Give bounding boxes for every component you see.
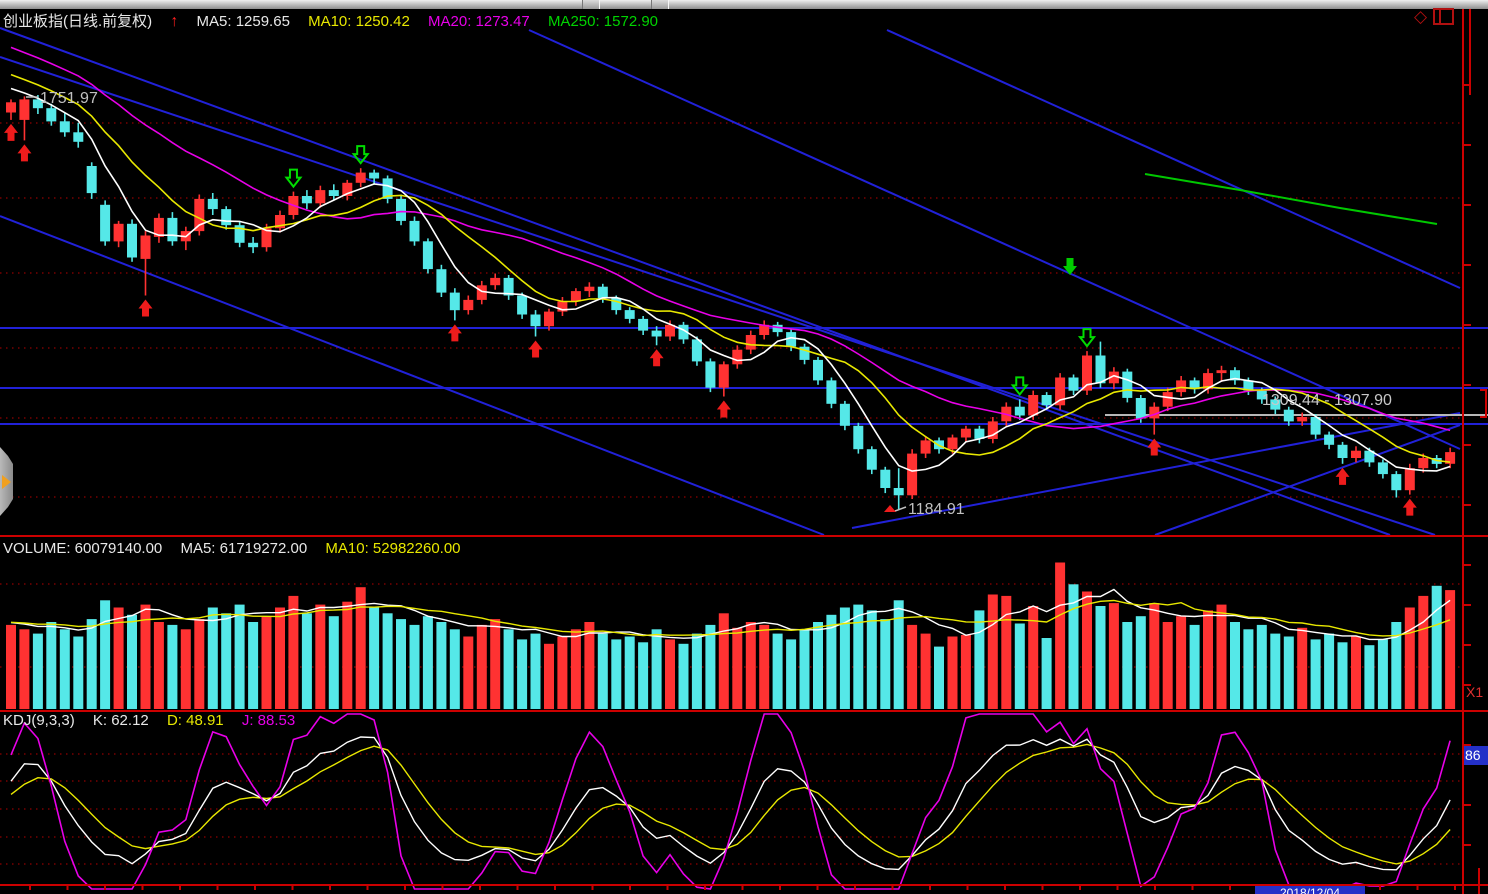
diamond-icon[interactable]: ◇ [1414, 7, 1428, 26]
svg-text:1309.44 - 1307.90: 1309.44 - 1307.90 [1262, 392, 1392, 409]
ma20-value: MA20: 1273.47 [428, 13, 530, 30]
volume-ma10-value: MA10: 52982260.00 [325, 540, 461, 557]
expand-arrow-icon [2, 475, 11, 489]
ma250-value: MA250: 1572.90 [547, 13, 659, 30]
selected-date-label: 2018/12/04 [1255, 886, 1365, 894]
kdj-axis-highlight: 86 [1464, 746, 1488, 765]
split-window-icon[interactable] [1433, 8, 1455, 25]
titlebar-strip [0, 0, 1488, 9]
kdj-indicator-name: KDJ(9,3,3) [3, 712, 75, 729]
volume-ma5-value: MA5: 61719272.00 [180, 540, 308, 557]
corner-tools: ◇ [1414, 7, 1455, 26]
kdj-j-value: J: 88.53 [241, 712, 296, 729]
instrument-title: 创业板指(日线.前复权) [3, 13, 153, 30]
kdj-pane-header: KDJ(9,3,3) K: 62.12 D: 48.91 J: 88.53 [3, 712, 309, 729]
svg-text:1751.97: 1751.97 [40, 90, 98, 107]
main-chart-header: 创业板指(日线.前复权) ↑ MA5: 1259.65 MA10: 1250.4… [3, 10, 672, 31]
svg-text:1184.91: 1184.91 [908, 501, 965, 518]
toolbar-separator [651, 0, 669, 9]
kdj-d-value: D: 48.91 [166, 712, 224, 729]
ma5-value: MA5: 1259.65 [196, 13, 290, 30]
toolbar-separator [582, 0, 600, 9]
volume-axis-multiplier: X1 [1466, 684, 1484, 700]
kdj-k-value: K: 62.12 [92, 712, 149, 729]
ma10-value: MA10: 1250.42 [308, 13, 410, 30]
sidebar-collapse-handle[interactable] [0, 447, 13, 516]
volume-value: VOLUME: 60079140.00 [3, 540, 163, 557]
up-arrow-icon: ↑ [170, 13, 179, 30]
volume-pane-header: VOLUME: 60079140.00 MA5: 61719272.00 MA1… [3, 540, 475, 557]
